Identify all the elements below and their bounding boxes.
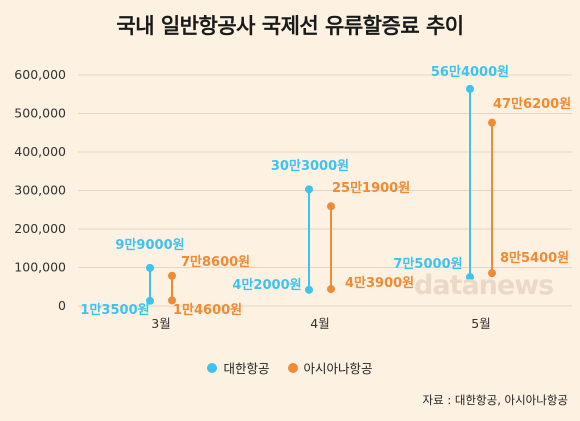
- data-label-low: 8만5400원: [500, 250, 569, 266]
- x-axis-ticks: 3월 4월 5월: [151, 316, 490, 331]
- y-tick-label: 100,000: [14, 260, 66, 275]
- data-label-low: 4만2000원: [232, 277, 301, 293]
- chart-title: 국내 일반항공사 국제선 유류할증료 추이: [116, 14, 464, 38]
- high-point: [305, 185, 313, 194]
- y-axis-ticks: 0 100,000 200,000 300,000 400,000 500,000 600,…: [14, 67, 66, 313]
- legend-marker-korean-air: [207, 362, 218, 373]
- low-point: [305, 285, 313, 294]
- data-label-high: 56만4000원: [431, 64, 509, 80]
- source-note: 자료 : 대한항공, 아시아나항공: [422, 393, 568, 407]
- x-tick-label: 4월: [310, 316, 329, 331]
- low-point: [488, 269, 496, 278]
- watermark-logo: datanews: [414, 270, 554, 301]
- low-point: [466, 273, 474, 282]
- data-label-high: 30만3000원: [271, 158, 349, 174]
- x-tick-label: 5월: [471, 316, 490, 331]
- data-marks: [146, 84, 496, 305]
- high-point: [146, 263, 154, 272]
- y-tick-label: 200,000: [14, 221, 66, 236]
- data-label-low: 1만4600원: [173, 302, 242, 318]
- high-point: [488, 118, 496, 127]
- legend-marker-asiana: [287, 362, 298, 373]
- y-tick-label: 300,000: [14, 183, 66, 198]
- low-point: [146, 296, 154, 305]
- data-label-low: 7만5000원: [393, 256, 462, 272]
- gridlines: [78, 74, 572, 307]
- data-label-low: 1만3500원: [80, 302, 149, 318]
- y-tick-label: 0: [58, 298, 66, 313]
- data-label-high: 47만6200원: [493, 96, 571, 112]
- legend-label-asiana: 아시아나항공: [303, 361, 373, 376]
- x-tick-label: 3월: [151, 316, 170, 331]
- legend-label-korean-air: 대한항공: [223, 361, 270, 376]
- chart-svg: 0 100,000 200,000 300,000 400,000 500,000 600,…: [14, 64, 572, 331]
- high-point: [466, 84, 474, 93]
- y-tick-label: 400,000: [14, 144, 66, 159]
- data-label-high: 7만8600원: [181, 254, 250, 270]
- y-tick-label: 500,000: [14, 106, 66, 121]
- legend: 대한항공 아시아나항공: [0, 358, 580, 377]
- low-point: [327, 285, 335, 294]
- data-label-high: 9만9000원: [115, 237, 184, 253]
- data-label-low: 4만3900원: [345, 275, 414, 291]
- high-point: [327, 202, 335, 211]
- data-labels: 9만9000원 1만3500원 30만3000원 4만2000원 56만4000원 7만5…: [80, 64, 571, 318]
- low-point: [168, 296, 176, 305]
- legend-item-asiana: 아시아나항공: [287, 358, 373, 377]
- y-tick-label: 600,000: [14, 67, 66, 82]
- data-label-high: 25만1900원: [332, 180, 410, 196]
- high-point: [168, 271, 176, 280]
- legend-item-korean-air: 대한항공: [207, 358, 270, 377]
